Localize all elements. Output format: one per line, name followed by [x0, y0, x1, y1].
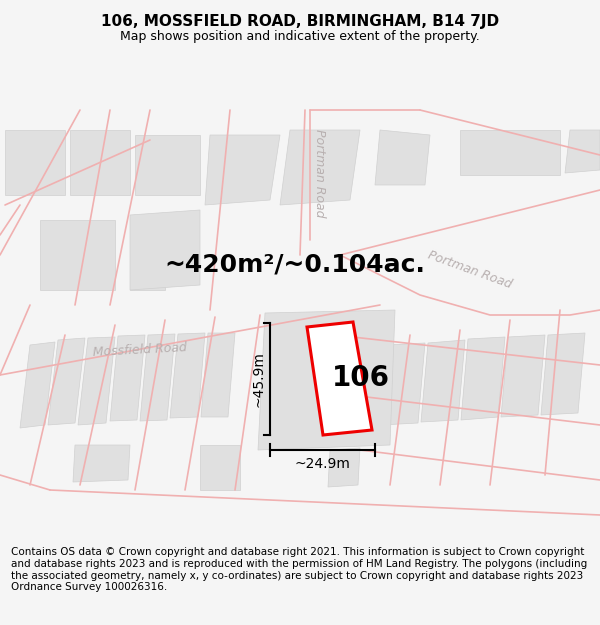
Polygon shape [280, 130, 360, 205]
Polygon shape [40, 220, 115, 290]
Polygon shape [307, 322, 372, 435]
Polygon shape [130, 220, 165, 290]
Polygon shape [205, 135, 280, 205]
Polygon shape [381, 343, 425, 425]
Polygon shape [48, 338, 85, 425]
Polygon shape [338, 347, 385, 428]
Polygon shape [501, 335, 545, 417]
Text: Contains OS data © Crown copyright and database right 2021. This information is : Contains OS data © Crown copyright and d… [11, 548, 587, 592]
Polygon shape [421, 340, 465, 422]
Text: 106: 106 [332, 364, 390, 392]
Text: Map shows position and indicative extent of the property.: Map shows position and indicative extent… [120, 30, 480, 43]
Text: ~420m²/~0.104ac.: ~420m²/~0.104ac. [164, 253, 425, 277]
Polygon shape [135, 135, 200, 195]
Polygon shape [541, 333, 585, 415]
Polygon shape [328, 448, 360, 487]
Polygon shape [78, 337, 115, 425]
Polygon shape [258, 310, 395, 450]
Text: Mossfield Road: Mossfield Road [92, 341, 187, 359]
Polygon shape [170, 333, 205, 418]
Text: ~24.9m: ~24.9m [295, 457, 350, 471]
Polygon shape [461, 337, 505, 420]
Polygon shape [70, 130, 130, 195]
Polygon shape [375, 130, 430, 185]
Text: 106, MOSSFIELD ROAD, BIRMINGHAM, B14 7JD: 106, MOSSFIELD ROAD, BIRMINGHAM, B14 7JD [101, 14, 499, 29]
Text: Portman Road: Portman Road [314, 129, 326, 218]
Polygon shape [73, 445, 130, 482]
Polygon shape [565, 130, 600, 173]
Text: ~45.9m: ~45.9m [251, 351, 265, 407]
Polygon shape [200, 445, 240, 490]
Polygon shape [130, 210, 200, 290]
Polygon shape [201, 333, 235, 417]
Polygon shape [110, 335, 145, 421]
Text: Portman Road: Portman Road [426, 249, 514, 291]
Polygon shape [5, 130, 65, 195]
Polygon shape [20, 342, 55, 428]
Polygon shape [460, 130, 560, 175]
Polygon shape [140, 334, 175, 421]
